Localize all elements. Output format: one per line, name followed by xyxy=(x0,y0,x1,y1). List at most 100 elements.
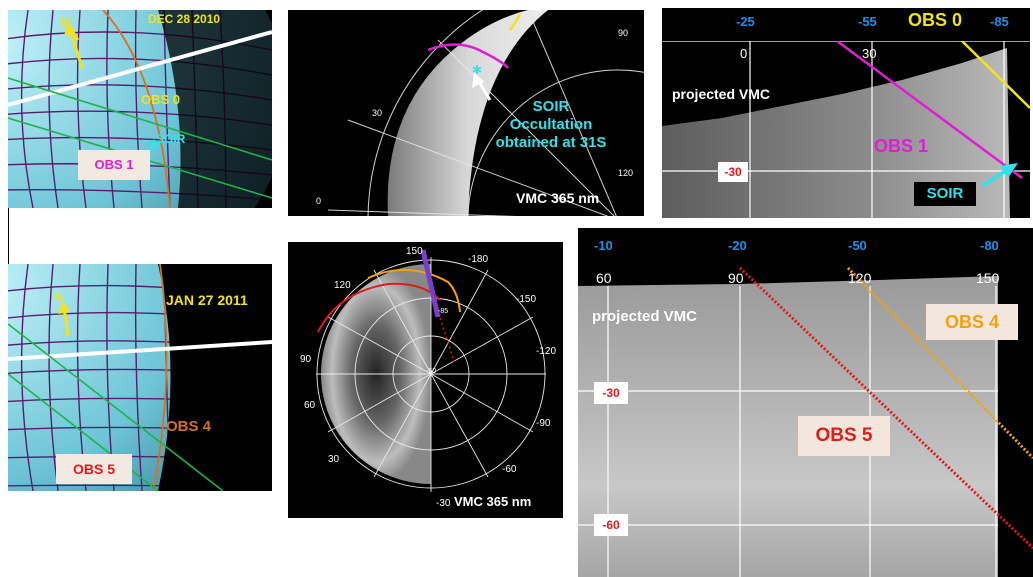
obs0-track xyxy=(508,13,522,31)
obs-label: OBS 0 xyxy=(141,92,181,107)
soir-star-icon: ✱ xyxy=(148,137,160,153)
grid-label-neg120: -120 xyxy=(536,346,557,357)
grid-label-neg90: -90 xyxy=(536,418,551,429)
horizon-line-b xyxy=(8,373,159,491)
inner-label: -85 xyxy=(438,308,449,315)
top-tick-3: -50 xyxy=(848,238,867,253)
annotation-line-1: SOIR xyxy=(532,98,570,115)
obs1-label: OBS 1 xyxy=(874,136,929,156)
terminator-line xyxy=(152,264,168,491)
obs-label: OBS 4 xyxy=(166,418,212,435)
projected-image xyxy=(578,276,998,577)
soir-label-box: SOIR xyxy=(914,182,976,206)
top-tick-4: -80 xyxy=(980,238,999,253)
lon-tick-90: 90 xyxy=(728,270,744,286)
north-arrow-head xyxy=(64,22,76,36)
grid-label-neg60: -60 xyxy=(502,464,517,475)
annotation-line-2: Occultation xyxy=(509,116,593,133)
map-title: projected VMC xyxy=(592,308,698,325)
polar-panel-bottom: 150 -180 120 -150 90 -120 60 -90 30 -60 … xyxy=(288,242,563,518)
projected-grid xyxy=(578,286,998,577)
polar-plot-top: ✱ xyxy=(327,10,644,216)
globe-illustration: ✱ xyxy=(8,10,272,208)
lon-tick-1: -25 xyxy=(736,14,755,29)
pointer-arrow-head xyxy=(472,72,484,88)
filter-label: VMC 365 nm xyxy=(516,190,600,206)
soir-star-icon: ✱ xyxy=(472,63,482,77)
obs5-box: OBS 5 xyxy=(798,416,890,456)
obs1-track xyxy=(836,39,1023,180)
map-title: projected VMC xyxy=(672,86,771,102)
obs4-track xyxy=(367,269,461,313)
grid-label-neg180: -180 xyxy=(468,254,489,265)
globe-panel-jan-2011: JAN 27 2011 N OBS 4 OBS 5 xyxy=(8,264,272,491)
obs0-label: OBS 0 xyxy=(908,10,963,30)
grid-label-neg150: -150 xyxy=(516,294,537,305)
grid-label-120: 120 xyxy=(334,280,351,291)
date-label: JAN 27 2011 xyxy=(166,292,248,308)
horizon-line-a xyxy=(8,77,272,161)
horizon-line-a xyxy=(8,323,224,491)
orbit-track xyxy=(8,340,272,361)
terminator-line xyxy=(102,10,171,208)
projected-image xyxy=(662,48,1010,218)
polar-grid xyxy=(327,10,644,216)
obs5-track xyxy=(317,282,441,333)
lon-tick-2: -55 xyxy=(858,14,877,29)
grid-label-neg30: -30 xyxy=(436,498,451,509)
grid-label-30: 30 xyxy=(328,454,340,465)
lon-tick-120: 120 xyxy=(848,270,872,286)
grid-label-90: 90 xyxy=(618,28,629,38)
projected-panel-bottom: -10 -20 -50 -80 60 90 120 150 projected … xyxy=(578,228,1033,577)
orbit-track xyxy=(8,30,272,107)
top-tick-1: -10 xyxy=(594,238,613,253)
grid-label-60: 60 xyxy=(304,400,316,411)
soir-annotation: SOIR Occultation obtained at 31S xyxy=(476,98,626,152)
projected-panel-top: -25 -55 -85 OBS 0 0 30 projected VMC OBS… xyxy=(662,8,1030,218)
night-side xyxy=(158,264,272,491)
lon-tick-150: 150 xyxy=(976,270,1000,286)
north-label: N xyxy=(60,14,71,30)
night-side xyxy=(158,10,272,208)
grid-label-90: 90 xyxy=(300,354,312,365)
obs4-track xyxy=(846,266,1033,460)
limb-path xyxy=(420,249,441,318)
crescent-image xyxy=(387,10,548,216)
obs0-track xyxy=(961,40,1030,109)
divider-line xyxy=(8,208,9,266)
top-tick-strip xyxy=(662,8,1030,41)
obs5-extension xyxy=(439,317,455,363)
lat-tick-60: -60 xyxy=(594,514,628,536)
polar-plot-bottom xyxy=(316,249,546,492)
polar-panel-top: ✱ 90 30 120 0 SOIR Occultation obtained … xyxy=(288,10,644,216)
lat-tick-30: -30 xyxy=(594,382,628,404)
north-arrow-head xyxy=(58,300,70,314)
north-label: N xyxy=(54,290,63,304)
obs5-box: OBS 5 xyxy=(56,454,132,484)
obs1-track xyxy=(427,43,509,69)
globe-panel-dec-2010: ✱ DEC 28 2010 N OBS 0 SOIR OBS 1 xyxy=(8,10,272,208)
lon-tick-3: -85 xyxy=(990,14,1009,29)
grid-label-120: 120 xyxy=(618,168,634,178)
filter-label: VMC 365 nm xyxy=(454,494,532,509)
center-label: -50 xyxy=(426,368,437,375)
grid-label-150: 150 xyxy=(406,246,423,257)
obs1-box: OBS 1 xyxy=(78,150,150,180)
grid-label-30: 30 xyxy=(372,108,383,118)
grid-tick-0: 0 xyxy=(740,46,748,61)
date-label: DEC 28 2010 xyxy=(148,12,221,26)
annotation-line-3: obtained at 31S xyxy=(495,134,607,151)
grid-tick-30: 30 xyxy=(862,46,877,61)
soir-label: SOIR xyxy=(156,132,186,146)
north-arrow-icon xyxy=(69,31,84,69)
lon-tick-60: 60 xyxy=(596,270,612,286)
globe-illustration xyxy=(8,264,272,491)
projected-map-top xyxy=(662,39,1030,218)
obs5-track xyxy=(738,266,1033,550)
top-tick-2: -20 xyxy=(728,238,747,253)
soir-arrow-head xyxy=(1000,163,1018,178)
grid-label-0: 0 xyxy=(316,196,322,206)
projected-map-bottom xyxy=(578,266,1033,577)
obs4-box: OBS 4 xyxy=(926,304,1018,340)
lat-tick-30: -30 xyxy=(718,162,748,182)
